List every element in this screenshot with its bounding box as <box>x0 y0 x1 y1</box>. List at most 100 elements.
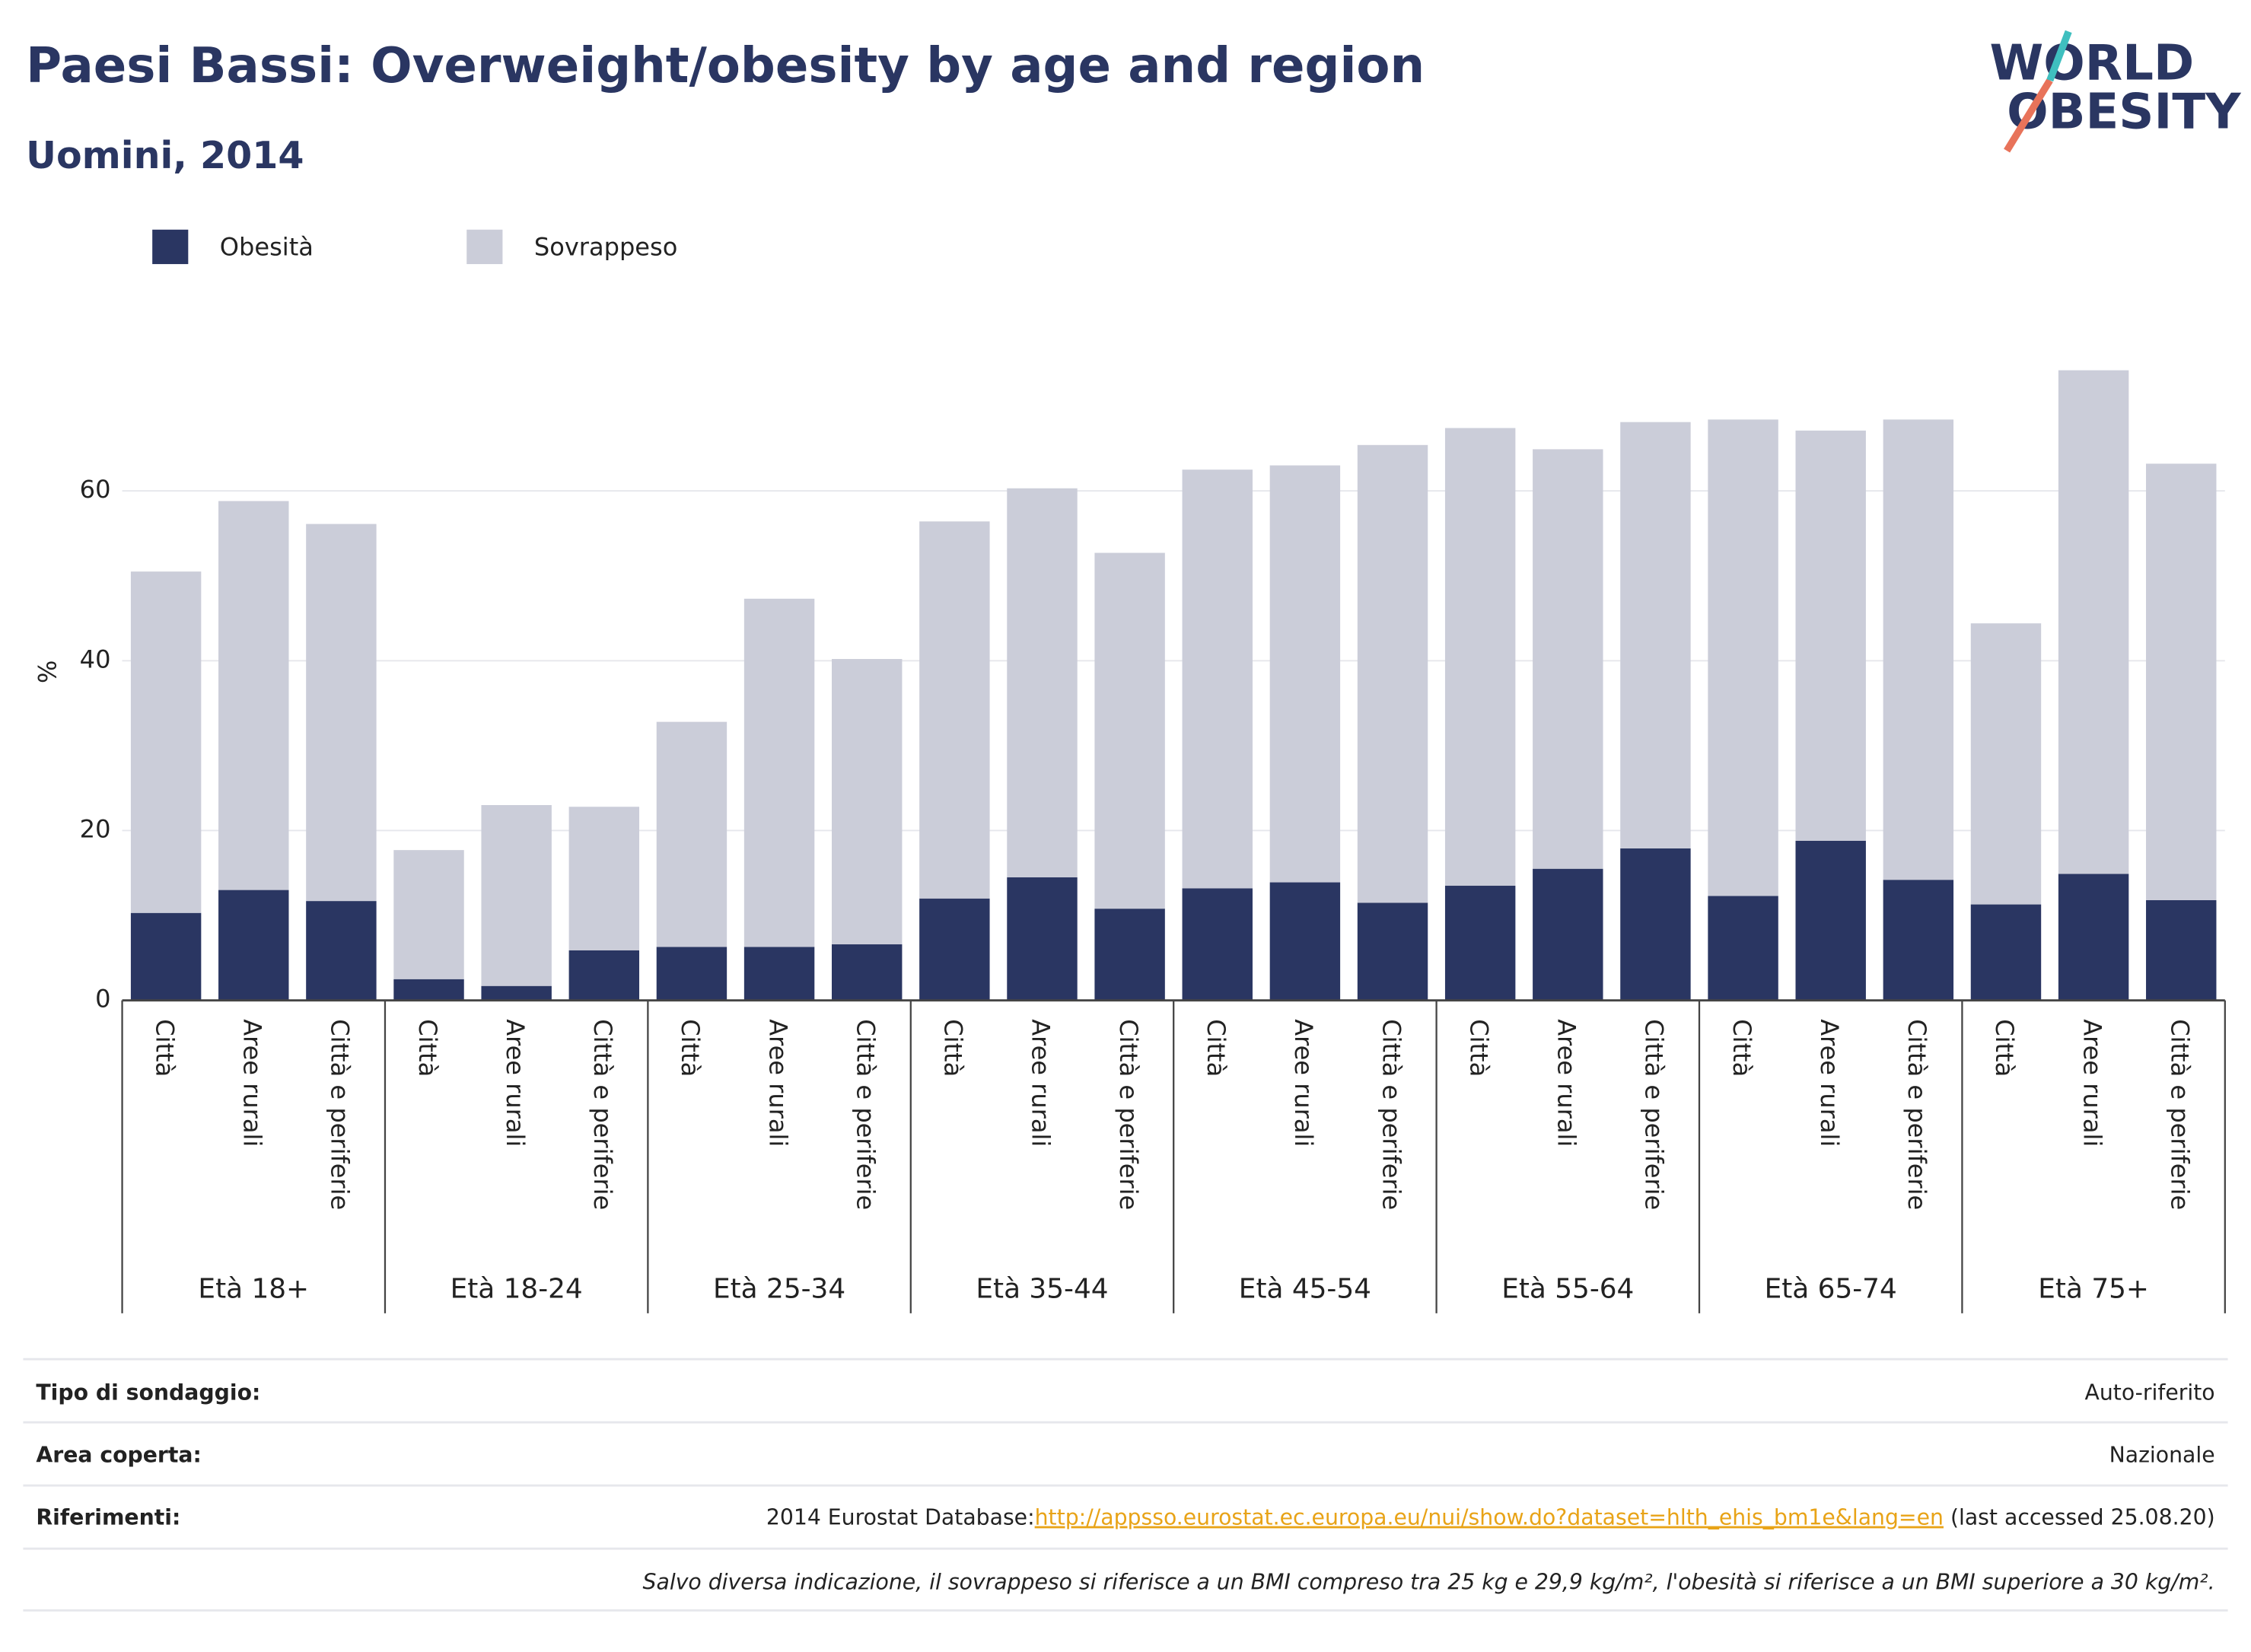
group-label: Età 55-64 <box>1501 1274 1634 1305</box>
bar-segment <box>1970 623 2042 905</box>
y-tick-label: 60 <box>80 475 111 504</box>
bar-segment <box>218 890 289 1001</box>
table-label: Area coperta: <box>36 1443 201 1468</box>
x-tick-label: Città e periferie <box>326 1019 355 1210</box>
reference-link[interactable]: http://appsso.eurostat.ec.europa.eu/nui/… <box>1035 1505 1944 1530</box>
legend-swatch <box>466 229 503 265</box>
x-tick-label: Aree rurali <box>2077 1019 2106 1147</box>
logo-stroke <box>2046 30 2072 82</box>
bar-segment <box>1883 880 1954 1001</box>
table-value: 2014 Eurostat Database:http://appsso.eur… <box>766 1505 2215 1530</box>
x-tick-label: Aree rurali <box>1552 1019 1581 1147</box>
x-tick-label: Città e periferie <box>588 1019 617 1210</box>
bar-segment <box>656 721 728 947</box>
bar-segment <box>568 950 640 1001</box>
x-tick-label: Città e periferie <box>1114 1019 1143 1210</box>
logo-line: WORLD <box>1989 34 2194 91</box>
bar-segment <box>481 985 552 1001</box>
table-value: Auto-riferito <box>2084 1380 2214 1405</box>
legend-swatch <box>152 229 189 265</box>
group-label: Età 18+ <box>198 1274 309 1305</box>
x-tick-label: Città e periferie <box>851 1019 880 1210</box>
bar-segment <box>2146 899 2217 1001</box>
group-label: Età 25-34 <box>713 1274 845 1305</box>
x-tick-label: Città <box>676 1019 705 1077</box>
bar-segment <box>1094 909 1165 1001</box>
bar-segment <box>568 807 640 950</box>
reference-prefix: 2014 Eurostat Database: <box>766 1505 1035 1530</box>
x-tick-label: Città <box>1202 1019 1231 1077</box>
bar-segment <box>1620 422 1691 848</box>
x-tick-label: Aree rurali <box>1027 1019 1055 1147</box>
x-tick-label: Città e periferie <box>1640 1019 1669 1210</box>
bar-segment <box>1533 449 1603 869</box>
table-value: Nazionale <box>2109 1443 2215 1468</box>
bar-segment <box>1269 465 1341 883</box>
x-tick-label: Città e periferie <box>2165 1019 2194 1210</box>
bar-segment <box>1357 902 1428 1001</box>
group-label: Età 65-74 <box>1765 1274 1897 1305</box>
legend-label: Obesità <box>220 232 314 261</box>
bar-segment <box>1007 488 1078 877</box>
x-tick-label: Città <box>413 1019 442 1077</box>
table-label: Riferimenti: <box>36 1505 180 1530</box>
bar-segment <box>2058 370 2129 874</box>
legend-label: Sovrappeso <box>534 232 677 261</box>
bar-segment <box>919 898 990 1001</box>
y-tick-label: 20 <box>80 814 111 843</box>
bar-segment <box>1094 552 1165 909</box>
group-label: Età 35-44 <box>976 1274 1108 1305</box>
x-tick-label: Città <box>939 1019 968 1077</box>
logo-stroke <box>2004 78 2053 153</box>
x-tick-label: Aree rurali <box>501 1019 530 1147</box>
bar-segment <box>1444 428 1516 886</box>
group-label: Età 45-54 <box>1239 1274 1371 1305</box>
bar-segment <box>306 524 377 902</box>
bar-segment <box>1269 882 1341 1001</box>
bar-segment <box>919 521 990 899</box>
bar-segment <box>1970 904 2042 1001</box>
bar-segment <box>1795 840 1866 1001</box>
x-tick-label: Città <box>1990 1019 2019 1077</box>
bar-segment <box>832 944 903 1001</box>
x-tick-label: Aree rurali <box>763 1019 792 1147</box>
y-tick-label: 0 <box>95 985 110 1014</box>
x-tick-label: Città e periferie <box>1902 1019 1931 1210</box>
reference-suffix: (last accessed 25.08.20) <box>1944 1505 2215 1530</box>
bar-segment <box>1533 868 1603 1001</box>
bar-segment <box>393 979 464 1001</box>
y-axis-label: % <box>33 660 62 683</box>
bar-segment <box>130 912 202 1001</box>
bar-segment <box>1357 444 1428 903</box>
x-tick-label: Città <box>1464 1019 1493 1077</box>
group-label: Età 75+ <box>2038 1274 2149 1305</box>
bar-segment <box>2058 874 2129 1001</box>
bar-segment <box>656 947 728 1001</box>
x-tick-label: Aree rurali <box>237 1019 266 1147</box>
x-tick-label: Città e periferie <box>1377 1019 1406 1210</box>
bar-segment <box>1444 886 1516 1001</box>
bar-segment <box>1708 419 1778 896</box>
x-tick-label: Città <box>1727 1019 1756 1077</box>
bar-segment <box>218 501 289 890</box>
bar-segment <box>1007 877 1078 1001</box>
bar-segment <box>832 659 903 945</box>
x-tick-label: Città <box>150 1019 179 1077</box>
bar-segment <box>1620 848 1691 1001</box>
x-tick-label: Aree rurali <box>1289 1019 1318 1147</box>
bar-segment <box>130 571 202 913</box>
x-tick-label: Aree rurali <box>1815 1019 1844 1147</box>
bar-segment <box>1182 469 1253 889</box>
bar-segment <box>743 598 815 947</box>
bar-segment <box>1883 419 1954 880</box>
bar-segment <box>393 850 464 979</box>
bar-segment <box>1708 896 1778 1001</box>
bar-segment <box>743 947 815 1001</box>
bar-segment <box>1182 888 1253 1001</box>
chart-title: Paesi Bassi: Overweight/obesity by age a… <box>26 37 1425 94</box>
group-label: Età 18-24 <box>451 1274 583 1305</box>
bar-segment <box>481 804 552 986</box>
chart-subtitle: Uomini, 2014 <box>26 133 304 177</box>
footnote: Salvo diversa indicazione, il sovrappeso… <box>643 1569 2215 1594</box>
